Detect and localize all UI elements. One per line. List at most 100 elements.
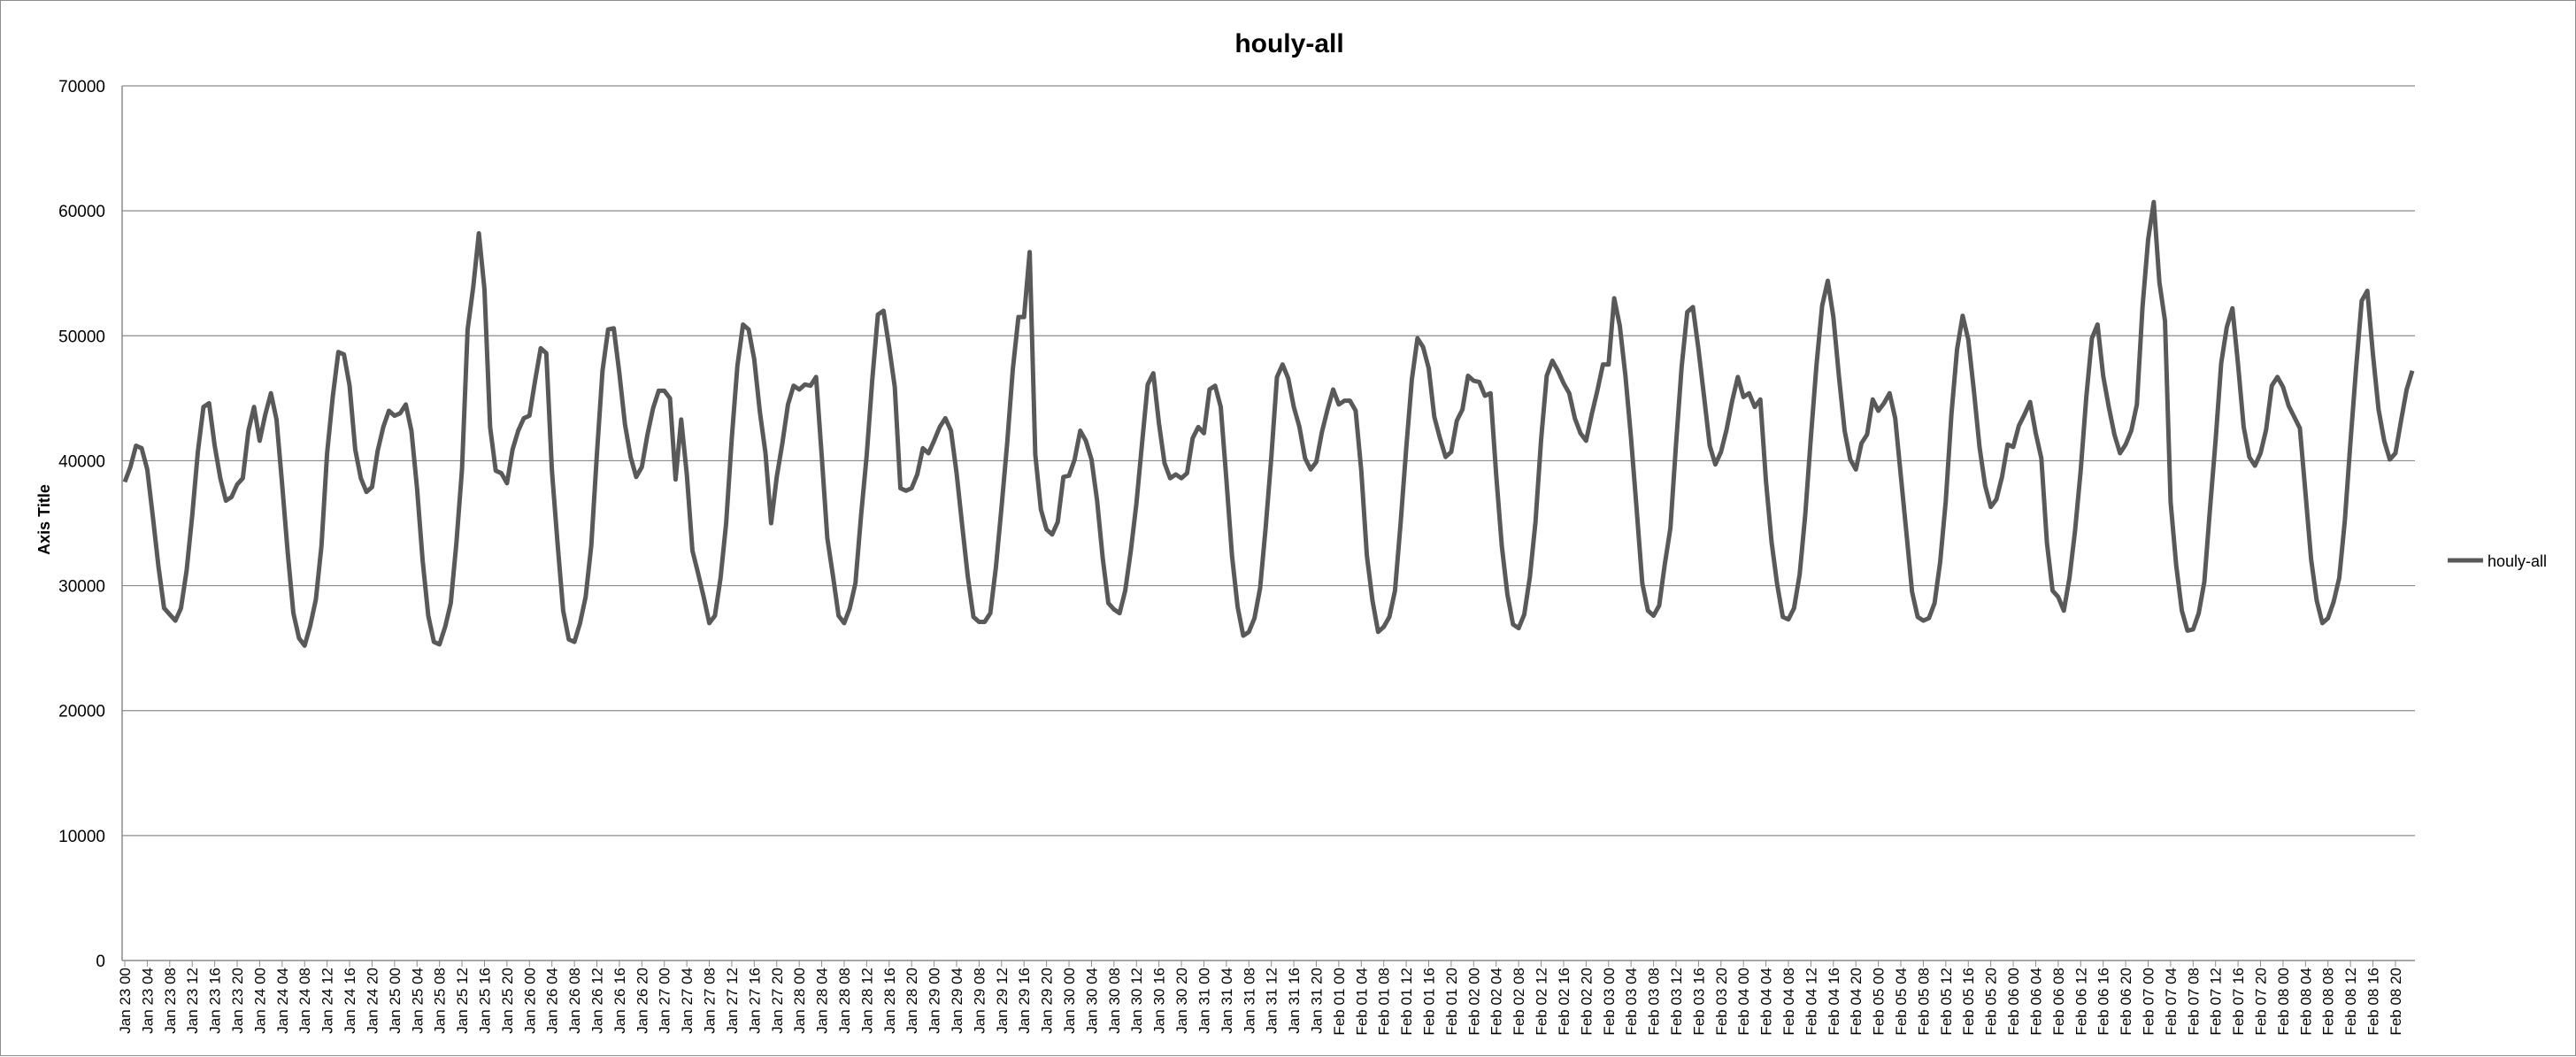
x-tick-label: Feb 01 08 bbox=[1376, 968, 1393, 1036]
x-tick-label: Feb 06 16 bbox=[2095, 968, 2112, 1036]
x-tick-label: Feb 01 00 bbox=[1331, 968, 1348, 1036]
x-tick-label: Jan 27 00 bbox=[657, 968, 673, 1034]
x-tick-label: Jan 26 12 bbox=[589, 968, 606, 1034]
x-tick-label: Jan 24 04 bbox=[274, 968, 291, 1034]
x-tick-label: Jan 30 12 bbox=[1128, 968, 1145, 1034]
x-tick-label: Jan 29 20 bbox=[1039, 968, 1056, 1034]
x-tick-label: Feb 06 04 bbox=[2027, 968, 2044, 1036]
x-tick-label: Jan 26 08 bbox=[566, 968, 583, 1034]
x-tick-label: Jan 27 20 bbox=[769, 968, 786, 1034]
x-tick-label: Jan 27 08 bbox=[702, 968, 719, 1034]
x-tick-label: Jan 24 12 bbox=[319, 968, 336, 1034]
x-tick-label: Feb 05 12 bbox=[1938, 968, 1955, 1036]
x-tick-label: Feb 05 08 bbox=[1915, 968, 1932, 1036]
x-tick-label: Jan 24 08 bbox=[296, 968, 313, 1034]
x-tick-label: Feb 03 20 bbox=[1713, 968, 1730, 1036]
x-tick-label: Jan 25 20 bbox=[499, 968, 516, 1034]
y-tick-label: 60000 bbox=[58, 203, 105, 221]
x-tick-label: Jan 31 20 bbox=[1308, 968, 1325, 1034]
x-tick-label: Jan 23 08 bbox=[162, 968, 179, 1034]
x-tick-label: Feb 06 12 bbox=[2072, 968, 2089, 1036]
x-tick-label: Jan 29 00 bbox=[927, 968, 943, 1034]
x-tick-label: Feb 08 08 bbox=[2320, 968, 2337, 1036]
x-tick-label: Jan 30 00 bbox=[1061, 968, 1078, 1034]
x-tick-label: Jan 25 12 bbox=[454, 968, 471, 1034]
x-tick-label: Jan 24 00 bbox=[251, 968, 268, 1034]
x-tick-label: Feb 02 08 bbox=[1511, 968, 1527, 1036]
x-tick-label: Feb 08 20 bbox=[2388, 968, 2404, 1036]
x-tick-label: Feb 02 12 bbox=[1534, 968, 1550, 1036]
legend-label: houly-all bbox=[2488, 552, 2547, 570]
y-tick-label: 10000 bbox=[58, 828, 105, 846]
x-tick-label: Jan 26 04 bbox=[544, 968, 561, 1034]
x-tick-label: Feb 04 12 bbox=[1803, 968, 1819, 1036]
x-tick-label: Jan 24 20 bbox=[364, 968, 381, 1034]
x-tick-label: Feb 03 00 bbox=[1601, 968, 1618, 1036]
x-tick-label: Jan 30 08 bbox=[1106, 968, 1123, 1034]
x-tick-label: Feb 07 20 bbox=[2253, 968, 2270, 1036]
x-tick-label: Feb 02 00 bbox=[1465, 968, 1482, 1036]
x-tick-label: Jan 28 04 bbox=[814, 968, 831, 1034]
x-tick-label: Feb 02 04 bbox=[1488, 968, 1505, 1036]
x-tick-label: Feb 02 20 bbox=[1578, 968, 1595, 1036]
x-tick-label: Jan 31 16 bbox=[1286, 968, 1303, 1034]
x-tick-label: Jan 23 00 bbox=[117, 968, 134, 1034]
x-tick-label: Feb 01 20 bbox=[1443, 968, 1460, 1036]
x-tick-label: Jan 28 12 bbox=[858, 968, 875, 1034]
x-tick-label: Feb 05 16 bbox=[1960, 968, 1977, 1036]
y-tick-label: 50000 bbox=[58, 328, 105, 346]
x-tick-label: Feb 04 16 bbox=[1826, 968, 1842, 1036]
x-tick-label: Feb 08 04 bbox=[2297, 968, 2314, 1036]
x-tick-label: Jan 27 04 bbox=[679, 968, 696, 1034]
x-tick-label: Jan 23 04 bbox=[139, 968, 156, 1034]
x-tick-label: Jan 31 04 bbox=[1219, 968, 1235, 1034]
x-tick-label: Feb 07 00 bbox=[2140, 968, 2157, 1036]
x-tick-label: Feb 04 04 bbox=[1758, 968, 1775, 1036]
x-tick-label: Jan 28 08 bbox=[836, 968, 853, 1034]
x-tick-label: Jan 26 20 bbox=[634, 968, 650, 1034]
x-tick-label: Jan 29 04 bbox=[949, 968, 965, 1034]
y-axis-title: Axis Title bbox=[35, 484, 53, 555]
x-tick-label: Feb 07 04 bbox=[2163, 968, 2180, 1036]
x-tick-label: Feb 03 16 bbox=[1690, 968, 1707, 1036]
x-tick-label: Feb 06 08 bbox=[2050, 968, 2067, 1036]
x-tick-label: Feb 03 08 bbox=[1646, 968, 1663, 1036]
x-tick-label: Feb 06 00 bbox=[2005, 968, 2022, 1036]
x-tick-labels: Jan 23 00 Jan 23 04 Jan 23 08 Jan 23 12 Jan … bbox=[117, 961, 2404, 1036]
legend: houly-all bbox=[2448, 552, 2547, 570]
x-tick-label: Jan 25 04 bbox=[409, 968, 426, 1034]
x-tick-label: Jan 26 00 bbox=[521, 968, 538, 1034]
x-tick-label: Jan 29 16 bbox=[1016, 968, 1033, 1034]
x-tick-label: Jan 25 08 bbox=[432, 968, 449, 1034]
y-tick-label: 0 bbox=[96, 953, 105, 971]
x-tick-label: Jan 27 16 bbox=[746, 968, 763, 1034]
x-tick-label: Feb 03 04 bbox=[1623, 968, 1640, 1036]
x-tick-label: Jan 28 16 bbox=[881, 968, 898, 1034]
gridlines bbox=[121, 85, 2415, 961]
x-tick-label: Feb 07 08 bbox=[2185, 968, 2202, 1036]
x-tick-label: Feb 07 12 bbox=[2208, 968, 2225, 1036]
x-tick-label: Jan 28 00 bbox=[791, 968, 808, 1034]
x-tick-label: Jan 31 12 bbox=[1264, 968, 1280, 1034]
y-tick-label: 20000 bbox=[58, 703, 105, 721]
x-tick-label: Feb 08 00 bbox=[2275, 968, 2292, 1036]
y-tick-label: 30000 bbox=[58, 578, 105, 597]
x-tick-label: Jan 29 12 bbox=[994, 968, 1011, 1034]
y-tick-label: 40000 bbox=[58, 452, 105, 471]
x-tick-label: Feb 07 16 bbox=[2230, 968, 2247, 1036]
x-tick-label: Jan 31 00 bbox=[1196, 968, 1212, 1034]
x-tick-label: Jan 23 16 bbox=[207, 968, 224, 1034]
x-tick-label: Feb 08 12 bbox=[2342, 968, 2359, 1036]
x-tick-label: Jan 29 08 bbox=[971, 968, 988, 1034]
x-tick-label: Jan 23 12 bbox=[184, 968, 201, 1034]
chart-title: houly-all bbox=[1234, 29, 1343, 58]
x-tick-label: Jan 30 20 bbox=[1173, 968, 1190, 1034]
x-tick-label: Feb 04 20 bbox=[1848, 968, 1865, 1036]
x-tick-label: Feb 01 16 bbox=[1421, 968, 1438, 1036]
x-tick-label: Feb 05 04 bbox=[1893, 968, 1910, 1036]
x-tick-label: Jan 24 16 bbox=[342, 968, 358, 1034]
series-group bbox=[122, 199, 2415, 648]
x-tick-label: Jan 30 16 bbox=[1151, 968, 1168, 1034]
